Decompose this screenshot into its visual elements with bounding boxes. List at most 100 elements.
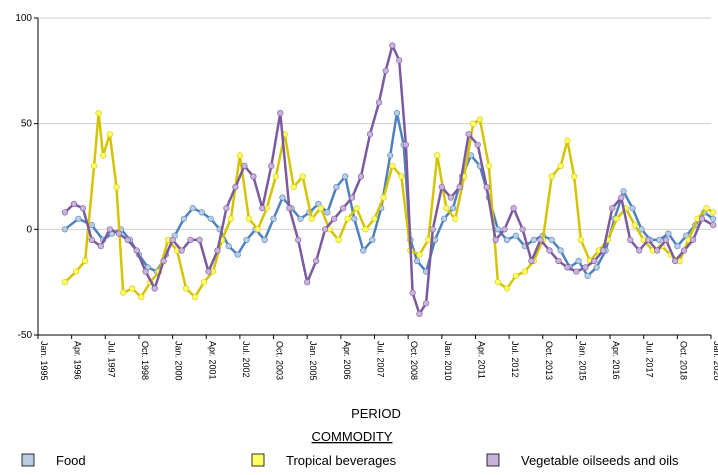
data-point (200, 279, 208, 286)
data-point (214, 247, 221, 254)
x-tick-label: Jan. 2020 (712, 341, 718, 381)
data-point (416, 310, 423, 318)
data-point (452, 215, 459, 222)
data-point (389, 42, 396, 49)
data-point (656, 236, 663, 243)
data-point (465, 131, 472, 138)
data-point (72, 268, 80, 275)
data-point (494, 279, 502, 286)
data-point (627, 236, 634, 243)
data-point (510, 205, 517, 212)
data-point (519, 226, 526, 233)
data-point (557, 162, 564, 169)
data-point (120, 289, 127, 296)
data-point (124, 236, 131, 243)
data-point (160, 257, 167, 265)
y-tick-label: -50 (18, 330, 33, 341)
data-point (81, 257, 89, 265)
axes (37, 18, 711, 336)
data-point (438, 184, 445, 191)
data-point (351, 215, 358, 222)
data-point (207, 215, 214, 222)
y-tick-label: 0 (26, 224, 32, 235)
x-tick-label: Jul. 1997 (106, 341, 116, 378)
data-point (503, 236, 511, 243)
data-point (671, 257, 679, 265)
data-point (703, 205, 710, 212)
data-point (286, 205, 293, 212)
series-vegetable-oilseeds-and-oils (61, 42, 717, 318)
data-point (440, 215, 448, 222)
data-point (357, 173, 365, 180)
data-point (609, 205, 616, 212)
data-point (396, 57, 403, 64)
x-tick-label: Jul. 2017 (645, 341, 655, 378)
data-point (261, 236, 268, 243)
data-point (571, 173, 578, 180)
data-point (564, 137, 571, 144)
data-point (95, 109, 102, 117)
data-point (530, 236, 537, 243)
data-point (680, 247, 688, 254)
data-point (483, 184, 490, 191)
legend-label: Tropical beverages (286, 453, 397, 468)
data-point (113, 184, 120, 191)
data-point (129, 285, 136, 292)
data-point (250, 173, 257, 180)
legend-swatch (21, 453, 35, 467)
legend-title: COMMODITY (312, 429, 393, 444)
data-point (371, 215, 378, 222)
x-axis-label: PERIOD (351, 406, 401, 421)
data-point (698, 215, 706, 222)
data-point (189, 205, 196, 212)
data-point (402, 141, 410, 148)
data-point (631, 222, 638, 229)
legend-item: Vegetable oilseeds and oils (486, 453, 679, 468)
data-point (512, 272, 519, 279)
data-point (476, 116, 484, 123)
data-point (61, 226, 69, 233)
x-tick-label: Jul. 2002 (241, 341, 251, 378)
x-tick-label: Oct. 2008 (409, 341, 419, 380)
data-point (474, 141, 481, 148)
legend-label: Food (56, 453, 86, 468)
data-point (99, 152, 107, 159)
data-point (362, 226, 369, 233)
data-point (304, 279, 311, 286)
data-point (234, 251, 241, 258)
data-point (584, 272, 591, 279)
legend: Food Tropical beverages Vegetable oilseeds… (21, 453, 679, 468)
data-point (270, 215, 277, 222)
data-point (548, 236, 555, 243)
x-tick-label: Jan. 2010 (443, 341, 453, 381)
series-line (64, 111, 714, 278)
data-point (349, 194, 356, 201)
x-tick-label: Oct. 2013 (544, 341, 554, 380)
data-point (636, 247, 643, 254)
data-point (429, 226, 436, 233)
data-point (342, 173, 349, 180)
data-point (344, 215, 351, 222)
data-point (61, 209, 69, 216)
data-point (223, 205, 230, 212)
data-point (333, 184, 340, 191)
data-point (447, 194, 454, 201)
x-tick-label: Jan. 1995 (39, 341, 49, 381)
data-point (501, 226, 508, 233)
data-point (528, 257, 535, 265)
x-tick-label: Oct. 1998 (140, 341, 150, 380)
data-point (494, 226, 502, 233)
x-tick-label: Apr. 2011 (476, 341, 486, 379)
y-axis-ticks: -50 0 50 100 (15, 13, 38, 341)
legend-item: Food (21, 453, 86, 468)
data-point (198, 209, 205, 216)
data-point (423, 300, 430, 307)
data-point (178, 247, 185, 254)
data-point (600, 247, 607, 254)
data-point (97, 243, 104, 250)
x-tick-label: Apr. 2001 (207, 341, 217, 380)
data-point (674, 243, 681, 250)
data-point (470, 120, 477, 127)
data-point (335, 236, 342, 243)
data-point (662, 236, 670, 243)
